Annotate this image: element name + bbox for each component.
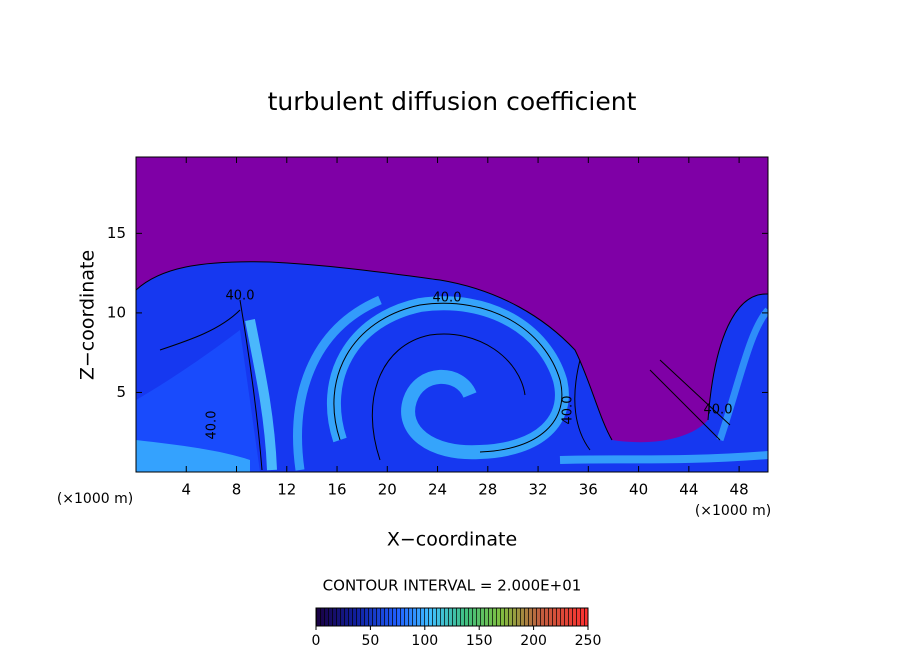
colorbar-tick-label: 0 — [312, 633, 321, 649]
contour-label: 40.0 — [226, 289, 255, 304]
chart-title: turbulent diffusion coefficient — [268, 87, 637, 116]
plot-frame — [135, 156, 769, 473]
x-tick-label: 4 — [181, 481, 191, 499]
contour-label: 40.0 — [561, 396, 576, 425]
y-axis-label: Z−coordinate — [77, 250, 99, 380]
x-tick-label: 48 — [730, 481, 749, 499]
x-tick-label: 44 — [679, 481, 698, 499]
contour-interval: CONTOUR INTERVAL = 2.000E+01 — [323, 577, 582, 595]
colorbar-frame — [315, 607, 589, 627]
x-axis-label: X−coordinate — [387, 529, 517, 551]
x-tick-label: 8 — [232, 481, 242, 499]
x-tick-label: 24 — [428, 481, 447, 499]
contour-field — [136, 157, 768, 472]
contour-label: 40.0 — [433, 291, 462, 306]
y-tick-label: 10 — [107, 303, 126, 321]
x-tick-label: 28 — [478, 481, 497, 499]
x-tick-label: 40 — [629, 481, 648, 499]
colorbar-tick-label: 150 — [466, 633, 493, 649]
x-tick-label: 12 — [277, 481, 296, 499]
y-tick-label: 15 — [107, 224, 126, 242]
colorbar-tick-label: 100 — [411, 633, 438, 649]
contour-label: 40.0 — [205, 411, 220, 440]
y-tick-label: 5 — [116, 383, 126, 401]
x-tick-label: 20 — [378, 481, 397, 499]
x-unit-left: (×1000 m) — [57, 491, 133, 507]
colorbar-tick-label: 250 — [575, 633, 602, 649]
colorbar-tick-label: 200 — [520, 633, 547, 649]
x-unit-right: (×1000 m) — [695, 503, 771, 519]
contour-label: 40.0 — [704, 403, 733, 418]
x-tick-label: 32 — [529, 481, 548, 499]
x-tick-label: 16 — [327, 481, 346, 499]
colorbar-tick-label: 50 — [361, 633, 379, 649]
x-tick-label: 36 — [579, 481, 598, 499]
